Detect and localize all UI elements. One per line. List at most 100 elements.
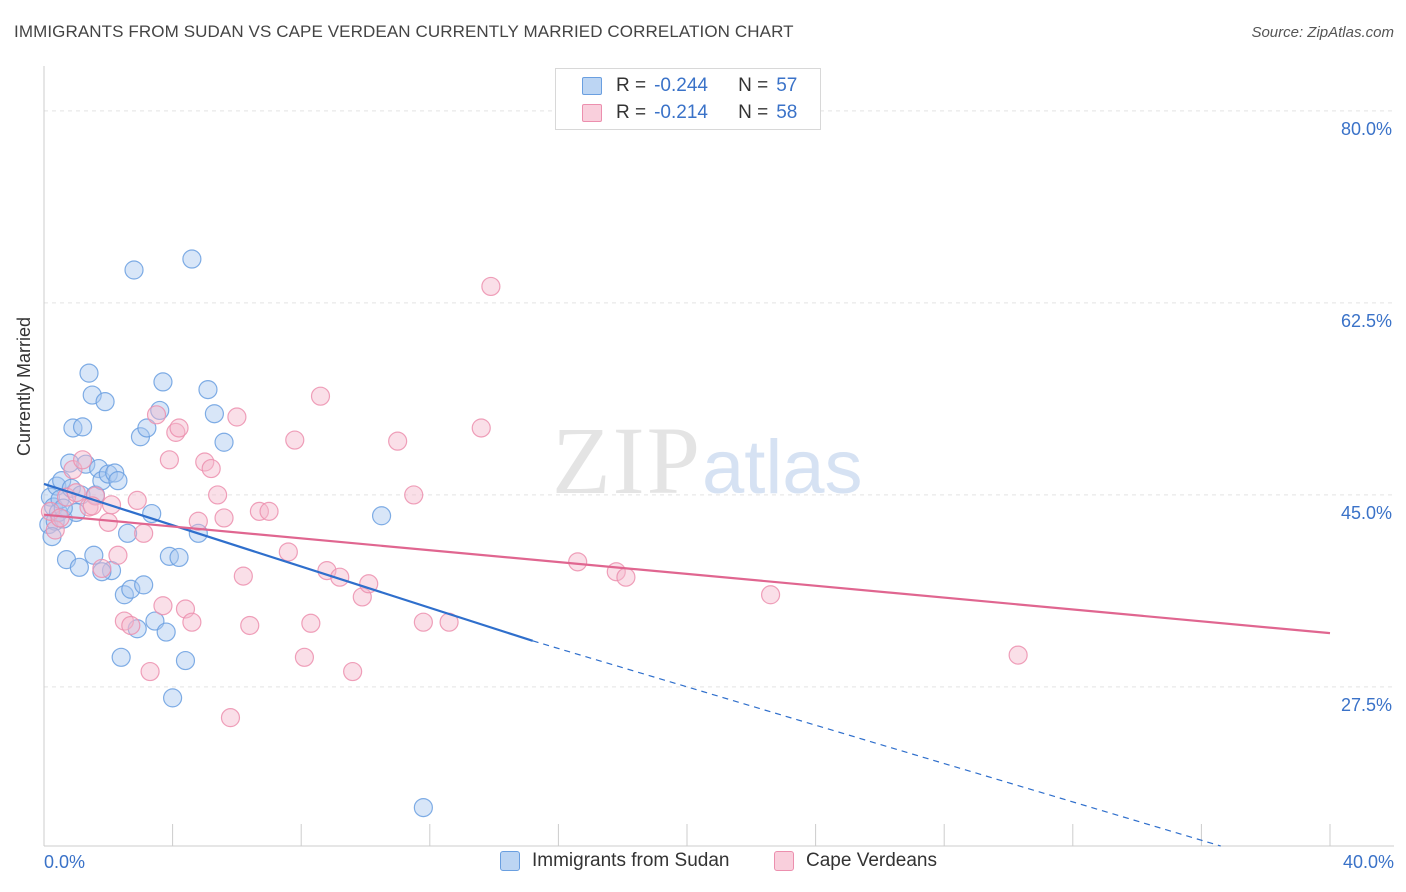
- cape-verdean-point: [98, 512, 118, 532]
- sudan-point: [214, 432, 234, 452]
- cape-verdean-point: [63, 460, 83, 480]
- sudan-trend-line: [43, 482, 534, 642]
- y-tick-label: 80.0%: [1340, 118, 1392, 139]
- axes: [43, 66, 1394, 847]
- legend-swatch-pink: [774, 851, 794, 871]
- sudan-point: [105, 463, 125, 483]
- legend-row-cape-verdean: R = -0.214 N = 58: [582, 101, 797, 125]
- sudan-point: [117, 523, 138, 543]
- cape-verdean-point: [92, 558, 112, 579]
- legend-row-sudan: R = -0.244 N = 57: [582, 74, 797, 98]
- sudan-point: [89, 458, 109, 479]
- r-value: -0.214: [654, 102, 708, 123]
- cape-verdean-point: [471, 418, 491, 438]
- cape-verdean-point: [259, 501, 279, 521]
- cape-verdean-point: [249, 501, 270, 521]
- cape-verdean-point: [188, 511, 208, 531]
- cape-verdean-point: [616, 567, 636, 587]
- cape-verdean-point: [310, 386, 331, 406]
- y-tick-label: 45.0%: [1340, 502, 1392, 523]
- cape-verdean-point: [127, 490, 147, 510]
- cape-verdean-point: [1008, 645, 1028, 665]
- x-tick-label-max: 40.0%: [1342, 852, 1394, 872]
- sudan-point: [121, 579, 141, 599]
- cape-verdean-point: [134, 523, 154, 543]
- sudan-point: [111, 647, 131, 667]
- sudan-point: [204, 404, 224, 424]
- sudan-point: [159, 546, 179, 566]
- cape-verdean-point: [50, 508, 70, 528]
- trend-lines: [43, 482, 1331, 847]
- sudan-point: [95, 392, 115, 412]
- sudan-point: [169, 547, 189, 568]
- cape-verdean-point: [481, 276, 501, 297]
- cape-verdean-point: [66, 483, 86, 503]
- legend-swatch-blue: [500, 851, 520, 871]
- sudan-point: [175, 650, 196, 671]
- cape-verdean-point: [201, 458, 221, 479]
- sudan-point: [124, 260, 144, 280]
- chart-title: IMMIGRANTS FROM SUDAN VS CAPE VERDEAN CU…: [14, 22, 794, 41]
- sudan-point: [156, 622, 176, 642]
- cape-verdean-point: [72, 450, 93, 470]
- sudan-point: [63, 418, 83, 438]
- sudan-point: [163, 688, 183, 708]
- cape-verdean-point: [169, 418, 189, 438]
- legend-item-cape-verdean[interactable]: Cape Verdeans: [774, 850, 937, 872]
- cape-verdean-point: [294, 647, 315, 667]
- sudan-point: [72, 417, 93, 437]
- cape-verdean-point: [233, 566, 253, 586]
- correlation-legend: R = -0.244 N = 57 R = -0.214 N = 58: [555, 68, 821, 130]
- cape-verdean-point: [404, 485, 424, 505]
- legend-label: Cape Verdeans: [806, 850, 937, 871]
- sudan-point: [134, 575, 154, 595]
- cape-verdean-point: [278, 542, 298, 562]
- sudan-point: [79, 363, 99, 383]
- cape-verdean-point: [153, 596, 173, 616]
- cape-verdean-point: [45, 520, 65, 540]
- sudan-point: [137, 418, 157, 438]
- cape-verdean-point: [220, 708, 241, 728]
- cape-verdean-point: [413, 612, 433, 632]
- y-tick-label: 62.5%: [1340, 310, 1392, 331]
- legend-label: Immigrants from Sudan: [532, 850, 730, 871]
- cape-verdean-point: [760, 585, 781, 605]
- n-label: N =: [738, 102, 769, 123]
- cape-verdean-point: [301, 613, 321, 633]
- cape-verdean-point: [227, 407, 247, 427]
- n-value: 57: [776, 75, 798, 96]
- r-label: R =: [616, 102, 647, 123]
- cape-verdean-point: [285, 430, 305, 450]
- sudan-point: [371, 506, 392, 526]
- legend-swatch-blue: [582, 77, 602, 95]
- cape-verdean-point: [214, 508, 234, 528]
- cape-verdean-point: [240, 615, 260, 636]
- cape-verdean-point: [330, 567, 350, 587]
- cape-verdean-point: [182, 612, 202, 632]
- sudan-point: [98, 464, 118, 484]
- r-value: -0.244: [654, 75, 708, 96]
- n-value: 58: [776, 102, 798, 123]
- cape-verdean-point: [146, 405, 167, 425]
- cape-verdean-point: [140, 661, 160, 682]
- legend-item-sudan[interactable]: Immigrants from Sudan: [500, 850, 729, 872]
- r-label: R =: [616, 75, 647, 96]
- cape-verdean-point: [159, 450, 179, 470]
- cape-verdean-point: [568, 552, 588, 572]
- chart-source: Source: ZipAtlas.com: [1251, 24, 1394, 41]
- sudan-point: [198, 379, 218, 400]
- cape-verdean-point: [359, 574, 379, 594]
- data-points: [39, 249, 1028, 818]
- y-tick-label: 27.5%: [1340, 694, 1392, 715]
- series-legend: Immigrants from Sudan Cape Verdeans: [0, 850, 1406, 880]
- cape-verdean-point: [343, 661, 363, 682]
- cape-verdean-point: [108, 545, 128, 565]
- watermark: ZIPatlas: [552, 407, 863, 514]
- sudan-point: [69, 557, 89, 577]
- grid-lines: [44, 110, 1394, 688]
- cape-verdean-trend-line: [43, 513, 1331, 635]
- sudan-point: [153, 372, 173, 392]
- cape-verdean-point: [208, 485, 228, 505]
- sudan-point: [182, 249, 202, 269]
